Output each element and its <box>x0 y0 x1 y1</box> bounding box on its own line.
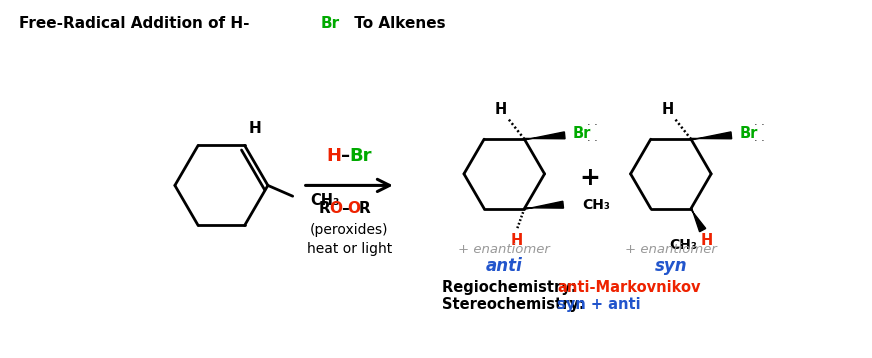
Text: heat or light: heat or light <box>307 242 392 256</box>
Text: R: R <box>359 201 371 216</box>
Text: Br: Br <box>350 147 372 165</box>
Text: H: H <box>495 102 508 117</box>
Polygon shape <box>691 208 705 232</box>
Text: · ·: · · <box>754 136 765 146</box>
Text: anti-Markovnikov: anti-Markovnikov <box>557 280 700 295</box>
Text: H: H <box>249 121 262 136</box>
Text: Stereochemistry:: Stereochemistry: <box>442 297 590 312</box>
Text: CH₃: CH₃ <box>582 198 610 212</box>
Polygon shape <box>691 132 732 140</box>
Text: syn + anti: syn + anti <box>557 297 641 312</box>
Text: CH₃: CH₃ <box>670 238 698 252</box>
Text: H: H <box>662 102 674 117</box>
Text: (peroxides): (peroxides) <box>310 223 389 237</box>
Text: + enantiomer: + enantiomer <box>459 243 550 256</box>
Text: H: H <box>700 233 712 248</box>
Text: –: – <box>341 147 350 165</box>
Text: syn: syn <box>655 257 687 275</box>
Text: Regiochemistry:: Regiochemistry: <box>442 280 582 295</box>
Text: +: + <box>579 166 600 190</box>
Text: To Alkenes: To Alkenes <box>349 16 446 31</box>
Text: + enantiomer: + enantiomer <box>625 243 717 256</box>
Text: Free-Radical Addition of H-: Free-Radical Addition of H- <box>19 16 249 31</box>
Text: H: H <box>510 233 523 248</box>
Text: · ·: · · <box>754 120 765 130</box>
Text: Br: Br <box>321 16 340 31</box>
Polygon shape <box>524 132 565 140</box>
Polygon shape <box>524 201 563 209</box>
Text: O: O <box>329 201 342 216</box>
Text: · ·: · · <box>587 136 598 146</box>
Text: Br: Br <box>739 126 758 141</box>
Text: H: H <box>326 147 341 165</box>
Text: R: R <box>318 201 330 216</box>
Text: anti: anti <box>486 257 522 275</box>
Text: O: O <box>347 201 360 216</box>
Text: Br: Br <box>573 126 591 141</box>
Text: –: – <box>341 201 349 216</box>
Text: · ·: · · <box>587 120 598 130</box>
Text: CH₃: CH₃ <box>310 193 340 208</box>
